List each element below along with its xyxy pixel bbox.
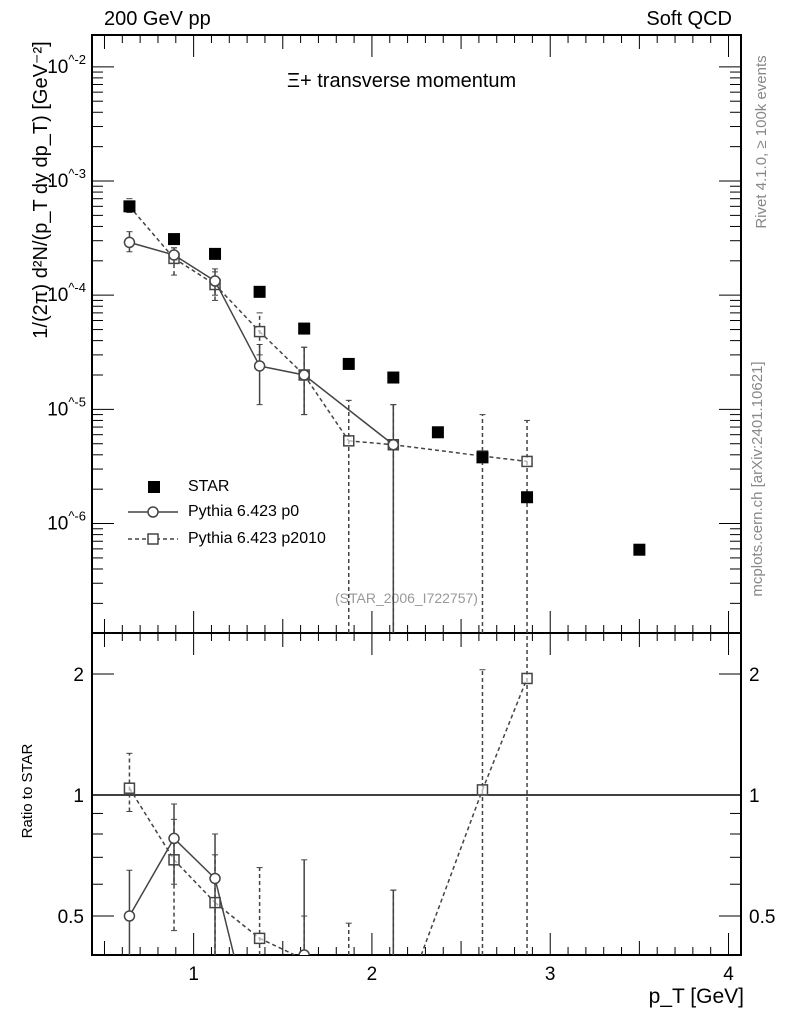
main-p2010-point [253,325,266,338]
main-series-0 [123,200,646,556]
y-tick-label: 10^-3 [47,166,86,192]
main-p2010-point [342,435,355,447]
ratio-p0-point [209,872,221,885]
ratio-y-tick-label-right: 1 [749,786,760,807]
main-star-point [633,543,646,556]
ratio-series-line [128,787,175,861]
ratio-series-line [481,678,528,791]
main-frame [91,34,742,634]
main-star-point [476,451,489,464]
analysis-watermark: (STAR_2006_I722757) [335,590,478,606]
ratio-p0-point [168,832,180,845]
main-series-line [482,455,528,463]
ratio-series-1 [123,803,397,955]
main-series-line [129,241,175,256]
ratio-frame [91,632,742,956]
x-tick-label: 1 [188,964,199,985]
main-star-point [521,491,534,504]
legend-label-star: STAR [188,478,230,495]
x-tick-label: 4 [723,964,734,985]
main-series-2 [123,198,533,633]
ratio-p2010-point [521,672,533,685]
ratio-series-line [420,789,484,955]
main-series-line [259,331,305,376]
ratio-series-2 [123,633,533,955]
main-series-line [393,443,483,457]
main-star-point [298,322,311,335]
legend-marker-p2010 [147,533,159,545]
legend-label-p0: Pythia 6.423 p0 [188,503,300,520]
main-series-line [214,280,261,367]
y-tick-label: 10^-2 [47,52,86,78]
main-star-point [209,247,222,260]
ratio-y-tick-label-right: 0.5 [749,907,775,928]
ratio-y-tick-label: 0.5 [58,907,84,928]
main-p0-point [168,249,180,261]
ratio-series-line [173,837,216,880]
main-series-line [303,374,394,446]
main-p0-point [387,438,400,451]
ratio-series-line [214,878,235,955]
x-tick-label: 3 [545,964,556,985]
main-star-point [168,233,181,246]
main-star-point [123,200,136,213]
main-p0-point [209,275,221,287]
legend-marker-p0 [147,506,159,518]
header-left: 200 GeV pp [104,8,211,30]
ratio-p2010-point [476,784,489,796]
ratio-y-tick-label-right: 2 [749,665,760,686]
main-p2010-point [521,455,533,468]
main-series-line [303,374,350,442]
y-tick-label: 10^-5 [47,394,86,420]
ratio-p0-point [298,949,310,955]
x-axis-label: p_T [GeV] [648,985,744,1008]
ratio-p0-point [123,910,136,922]
main-p0-point [123,236,136,249]
x-tick-label: 2 [367,964,378,985]
legend-label-p2010: Pythia 6.423 p2010 [188,530,326,547]
main-series-1 [123,231,400,633]
main-series-line [214,284,261,333]
header-right: Soft QCD [646,8,732,30]
main-series-line [259,365,305,376]
main-series-line [173,254,216,282]
main-star-point [431,426,444,439]
ratio-y-tick-label: 2 [73,665,84,686]
ratio-y-tick-label: 1 [73,786,84,807]
main-p0-point [298,369,310,381]
main-p0-point [253,360,266,372]
main-series-line [173,257,216,286]
main-star-point [342,357,355,370]
ratio-series-line [128,838,175,917]
ratio-series-line [173,859,216,904]
main-series-line [128,205,175,259]
main-star-point [253,285,266,298]
main-series-line [348,440,394,446]
main-star-point [387,371,400,384]
y-tick-label: 10^-6 [47,509,86,535]
plot-title: Ξ+ transverse momentum [287,70,517,92]
ratio-p2010-point [253,932,266,945]
y-tick-label: 10^-4 [47,280,86,306]
ratio-p2010-point [123,782,136,794]
legend-marker-star [148,481,160,493]
